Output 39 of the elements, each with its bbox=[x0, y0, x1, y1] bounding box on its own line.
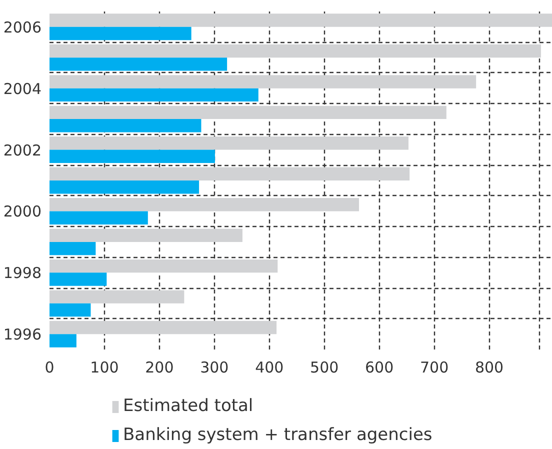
bar bbox=[50, 320, 277, 334]
bar bbox=[50, 75, 476, 88]
x-tick-label: 400 bbox=[255, 358, 284, 376]
bar bbox=[50, 106, 446, 120]
bar bbox=[50, 14, 552, 27]
legend-label: Estimated total bbox=[123, 396, 254, 416]
bar bbox=[50, 242, 96, 256]
x-tick-label: 500 bbox=[310, 358, 339, 376]
bar bbox=[50, 272, 107, 286]
x-tick-label: 300 bbox=[200, 358, 229, 376]
bar bbox=[50, 88, 258, 102]
legend-label: Banking system + transfer agencies bbox=[123, 425, 432, 445]
bar bbox=[50, 150, 215, 163]
bar bbox=[50, 167, 410, 180]
x-tick-label: 200 bbox=[145, 358, 174, 376]
bar bbox=[50, 58, 228, 71]
bar bbox=[50, 26, 192, 40]
bar bbox=[50, 198, 359, 212]
bar bbox=[50, 228, 242, 242]
bar bbox=[50, 303, 91, 317]
y-tick-label: 2000 bbox=[3, 202, 42, 221]
x-tick-label: 600 bbox=[365, 358, 394, 376]
x-tick-label: 0 bbox=[44, 358, 54, 376]
bar bbox=[50, 334, 76, 348]
bar bbox=[50, 119, 202, 132]
bar bbox=[50, 211, 148, 224]
x-tick-label: 700 bbox=[420, 358, 449, 376]
x-tick-label: 800 bbox=[474, 358, 504, 376]
y-tick-label: 2006 bbox=[3, 18, 42, 36]
bar bbox=[50, 259, 278, 273]
bar bbox=[50, 136, 408, 150]
y-tick-label: 1996 bbox=[3, 326, 42, 344]
bar bbox=[50, 180, 200, 194]
y-tick-label: 2002 bbox=[3, 141, 42, 160]
bar bbox=[50, 44, 541, 58]
x-tick-label: 100 bbox=[90, 358, 119, 376]
y-tick-label: 2004 bbox=[3, 80, 42, 98]
bar bbox=[50, 290, 184, 304]
y-tick-label: 1998 bbox=[3, 264, 42, 282]
